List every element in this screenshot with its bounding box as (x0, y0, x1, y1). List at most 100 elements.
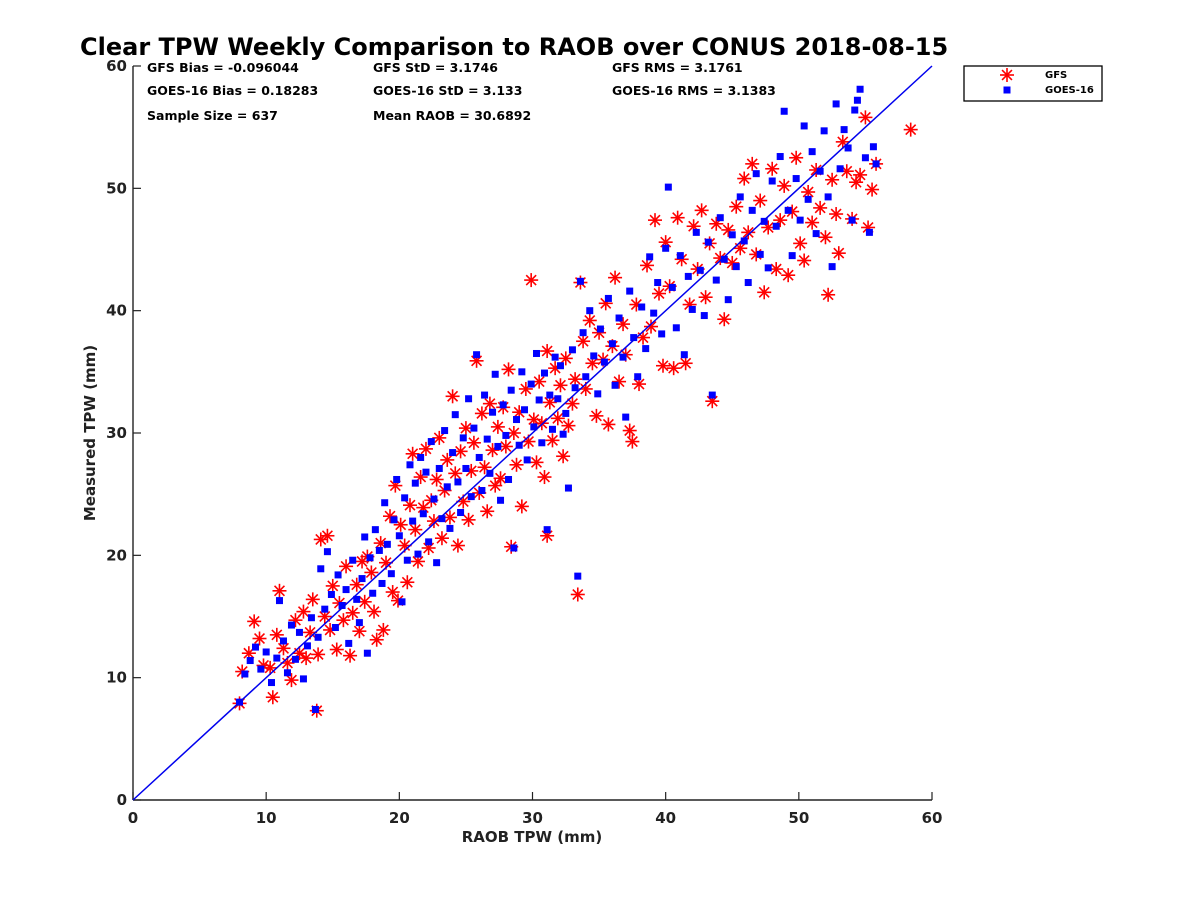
goes-point (824, 193, 832, 201)
goes-point (462, 464, 470, 472)
gfs-point (853, 167, 868, 182)
goes-point (317, 565, 325, 573)
gfs-point (480, 504, 495, 519)
goes-point (692, 228, 700, 236)
gfs-point (485, 443, 500, 458)
goes-point (808, 148, 816, 156)
y-tick-label: 0 (117, 791, 127, 809)
gfs-point (529, 455, 544, 470)
goes-point (540, 369, 548, 377)
goes-point (638, 303, 646, 311)
goes-point (571, 384, 579, 392)
gfs-point (488, 478, 503, 493)
gfs-point (825, 172, 840, 187)
y-axis-label: Measured TPW (mm) (81, 345, 99, 521)
goes-point (358, 575, 366, 583)
gfs-point (831, 246, 846, 261)
gfs-point (284, 673, 299, 688)
gfs-point (849, 175, 864, 190)
goes-point (443, 483, 451, 491)
goes-point (414, 550, 422, 558)
goes-point (596, 325, 604, 333)
goes-point (489, 408, 497, 416)
goes-point (433, 559, 441, 567)
goes-point (784, 206, 792, 214)
goes-point (630, 334, 638, 342)
goes-series (236, 85, 880, 713)
gfs-point (640, 258, 655, 273)
goes-point (579, 329, 587, 337)
gfs-point (666, 361, 681, 376)
goes-point (398, 598, 406, 606)
goes-point (419, 510, 427, 518)
goes-point (530, 423, 538, 431)
goes-point (840, 126, 848, 134)
stat-sample-size: Sample Size = 637 (147, 108, 278, 123)
x-tick-label: 50 (788, 809, 809, 827)
y-tick-label: 10 (106, 669, 127, 687)
gfs-point (400, 575, 415, 590)
gfs-point (636, 330, 651, 345)
stat-gfs-rms: GFS RMS = 3.1761 (612, 60, 743, 75)
goes-point (812, 230, 820, 238)
gfs-point (402, 498, 417, 513)
legend-goes-marker (1003, 86, 1011, 94)
gfs-point (501, 362, 516, 377)
gfs-point (448, 466, 463, 481)
gfs-point (813, 200, 828, 215)
goes-point (369, 589, 377, 597)
gfs-point (514, 499, 529, 514)
goes-point (375, 546, 383, 554)
gfs-point (364, 565, 379, 580)
x-tick-label: 40 (655, 809, 676, 827)
gfs-point (466, 435, 481, 450)
gfs-point (545, 433, 560, 448)
goes-point (401, 494, 409, 502)
goes-point (505, 475, 513, 483)
gfs-point (558, 351, 573, 366)
goes-point (672, 324, 680, 332)
goes-point (307, 614, 315, 622)
goes-point (475, 453, 483, 461)
goes-point (872, 160, 880, 168)
goes-point (634, 373, 642, 381)
gfs-point (729, 199, 744, 214)
goes-point (865, 228, 873, 236)
goes-point (523, 456, 531, 464)
goes-point (853, 96, 861, 104)
legend-goes-square (1003, 86, 1011, 94)
gfs-point (345, 605, 360, 620)
gfs-point (797, 253, 812, 268)
goes-point (756, 250, 764, 258)
gfs-point (622, 423, 637, 438)
goes-point (752, 170, 760, 178)
legend-gfs-marker (1000, 68, 1014, 82)
gfs-point (369, 632, 384, 647)
goes-point (507, 386, 515, 394)
goes-point (387, 570, 395, 578)
goes-point (654, 279, 662, 287)
gfs-point (458, 421, 473, 436)
goes-point (321, 605, 329, 613)
goes-point (252, 643, 260, 651)
goes-point (696, 266, 704, 274)
goes-point (345, 639, 353, 647)
chart-title: Clear TPW Weekly Comparison to RAOB over… (80, 33, 948, 61)
gfs-point (805, 215, 820, 230)
gfs-point (698, 290, 713, 305)
goes-point (470, 424, 478, 432)
goes-point (510, 544, 518, 552)
gfs-point (357, 594, 372, 609)
goes-point (828, 263, 836, 271)
goes-point (736, 193, 744, 201)
goes-point (390, 516, 398, 524)
goes-point (600, 358, 608, 366)
gfs-point (263, 660, 278, 675)
goes-point (406, 461, 414, 469)
goes-point (740, 237, 748, 245)
goes-point (411, 479, 419, 487)
goes-point (551, 353, 559, 361)
goes-point (604, 294, 612, 302)
goes-point (378, 579, 386, 587)
goes-point (768, 177, 776, 185)
